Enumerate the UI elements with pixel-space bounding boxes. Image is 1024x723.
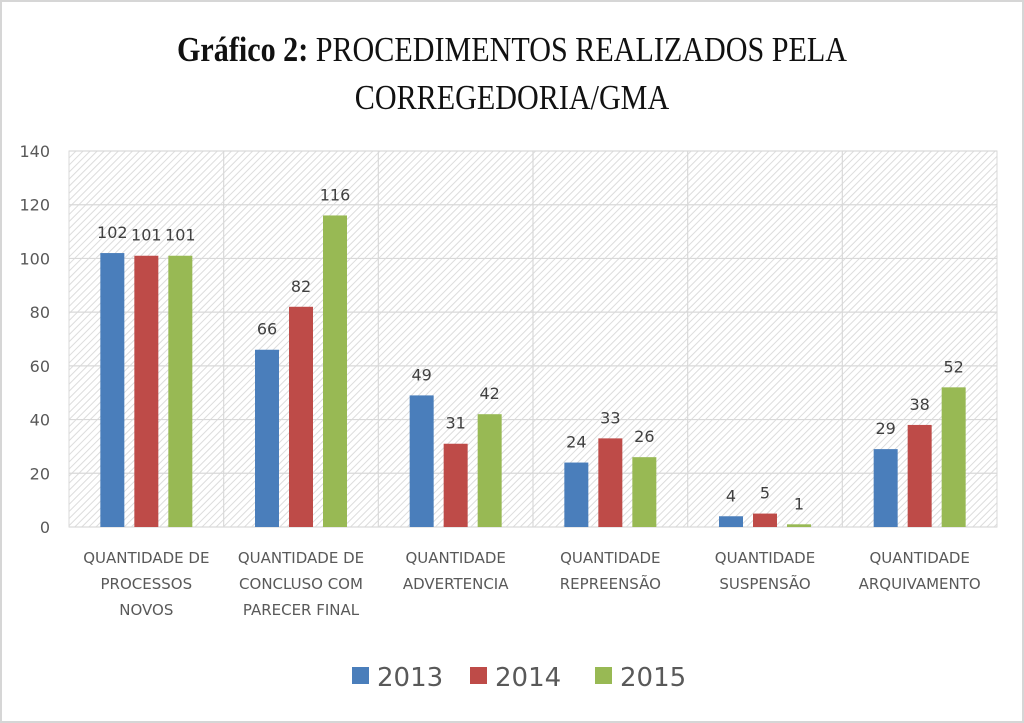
bars (100, 215, 966, 528)
data-label-2014: 101 (131, 226, 162, 245)
data-label-2013: 24 (566, 433, 586, 452)
data-label-2015: 101 (165, 226, 196, 245)
bar-2014 (289, 306, 313, 527)
bar-2015 (323, 215, 347, 527)
legend-label-2015: 2015 (620, 663, 686, 693)
legend-swatch-2013 (352, 667, 369, 684)
bar-2013 (719, 516, 743, 527)
legend-swatch-2014 (470, 667, 487, 684)
y-tick-label: 60 (30, 357, 50, 376)
bar-2015 (477, 414, 502, 527)
y-tick-label: 120 (19, 196, 50, 215)
y-tick-label: 140 (19, 142, 50, 161)
y-axis-ticks: 0 20 40 60 80 100 120 140 (19, 142, 50, 537)
x-axis-label: SUSPENSÃO (719, 574, 810, 593)
legend: 2013 2014 2015 (352, 663, 686, 693)
data-label-2014: 82 (291, 277, 311, 296)
title-bold: Gráfico 2: (177, 30, 309, 69)
bar-2015 (941, 387, 966, 527)
bar-2013 (564, 462, 589, 527)
data-label-2013: 4 (726, 486, 736, 505)
chart-title: Gráfico 2: PROCEDIMENTOS REALIZADOS PELA… (72, 26, 953, 122)
data-label-2015: 1 (794, 494, 804, 513)
title-rest: PROCEDIMENTOS REALIZADOS PELA (315, 30, 847, 69)
legend-label-2013: 2013 (377, 663, 443, 693)
bar-2013 (873, 449, 898, 527)
y-tick-label: 80 (30, 303, 50, 322)
x-axis-label: PROCESSOS (101, 575, 193, 593)
data-label-2013: 102 (97, 223, 128, 242)
x-axis-labels: QUANTIDADE DE PROCESSOS NOVOS QUANTIDADE DE… (83, 549, 980, 619)
y-tick-label: 100 (19, 249, 50, 268)
x-axis-label: CONCLUSO COM (239, 575, 363, 593)
data-label-2015: 26 (634, 427, 654, 446)
data-label-2014: 31 (445, 414, 465, 433)
bar-2015 (168, 255, 193, 527)
x-axis-label: PARECER FINAL (243, 601, 360, 619)
data-label-2015: 116 (320, 185, 351, 204)
bar-2013 (255, 349, 279, 527)
bar-2015 (632, 457, 657, 527)
bar-2014 (443, 443, 468, 527)
x-axis-label: QUANTIDADE (715, 549, 815, 567)
bar-2014 (134, 255, 159, 527)
x-axis-label: REPREENSÃO (560, 574, 661, 593)
bar-2014 (753, 513, 777, 527)
data-label-2013: 29 (875, 419, 895, 438)
legend-swatch-2015 (595, 667, 612, 684)
bar-2013 (100, 253, 125, 528)
x-axis-label: QUANTIDADE (560, 549, 660, 567)
legend-label-2014: 2014 (495, 663, 561, 693)
data-label-2015: 42 (479, 384, 499, 403)
title-line-2: CORREGEDORIA/GMA (354, 78, 670, 117)
y-tick-label: 20 (30, 464, 50, 483)
x-axis-label: QUANTIDADE (405, 549, 505, 567)
data-label-2013: 49 (411, 365, 431, 384)
x-axis-label: QUANTIDADE DE (238, 549, 364, 567)
data-label-2013: 66 (257, 320, 277, 339)
title-line-1: Gráfico 2: PROCEDIMENTOS REALIZADOS PELA (72, 26, 953, 74)
data-label-2014: 33 (600, 408, 620, 427)
bar-2013 (409, 395, 434, 527)
x-axis-label: NOVOS (119, 601, 173, 619)
bar-2014 (598, 438, 623, 527)
data-label-2014: 5 (760, 484, 770, 503)
x-axis-label: QUANTIDADE DE (83, 549, 209, 567)
y-tick-label: 0 (40, 518, 50, 537)
x-axis-label: QUANTIDADE (869, 549, 969, 567)
bar-2015 (787, 524, 811, 527)
gridlines (69, 150, 997, 528)
data-label-2014: 38 (909, 395, 929, 414)
data-label-2015: 52 (943, 357, 963, 376)
bar-2014 (907, 424, 932, 527)
x-axis-label: ARQUIVAMENTO (859, 575, 981, 593)
x-axis-label: ADVERTENCIA (403, 575, 509, 593)
y-tick-label: 40 (30, 411, 50, 430)
